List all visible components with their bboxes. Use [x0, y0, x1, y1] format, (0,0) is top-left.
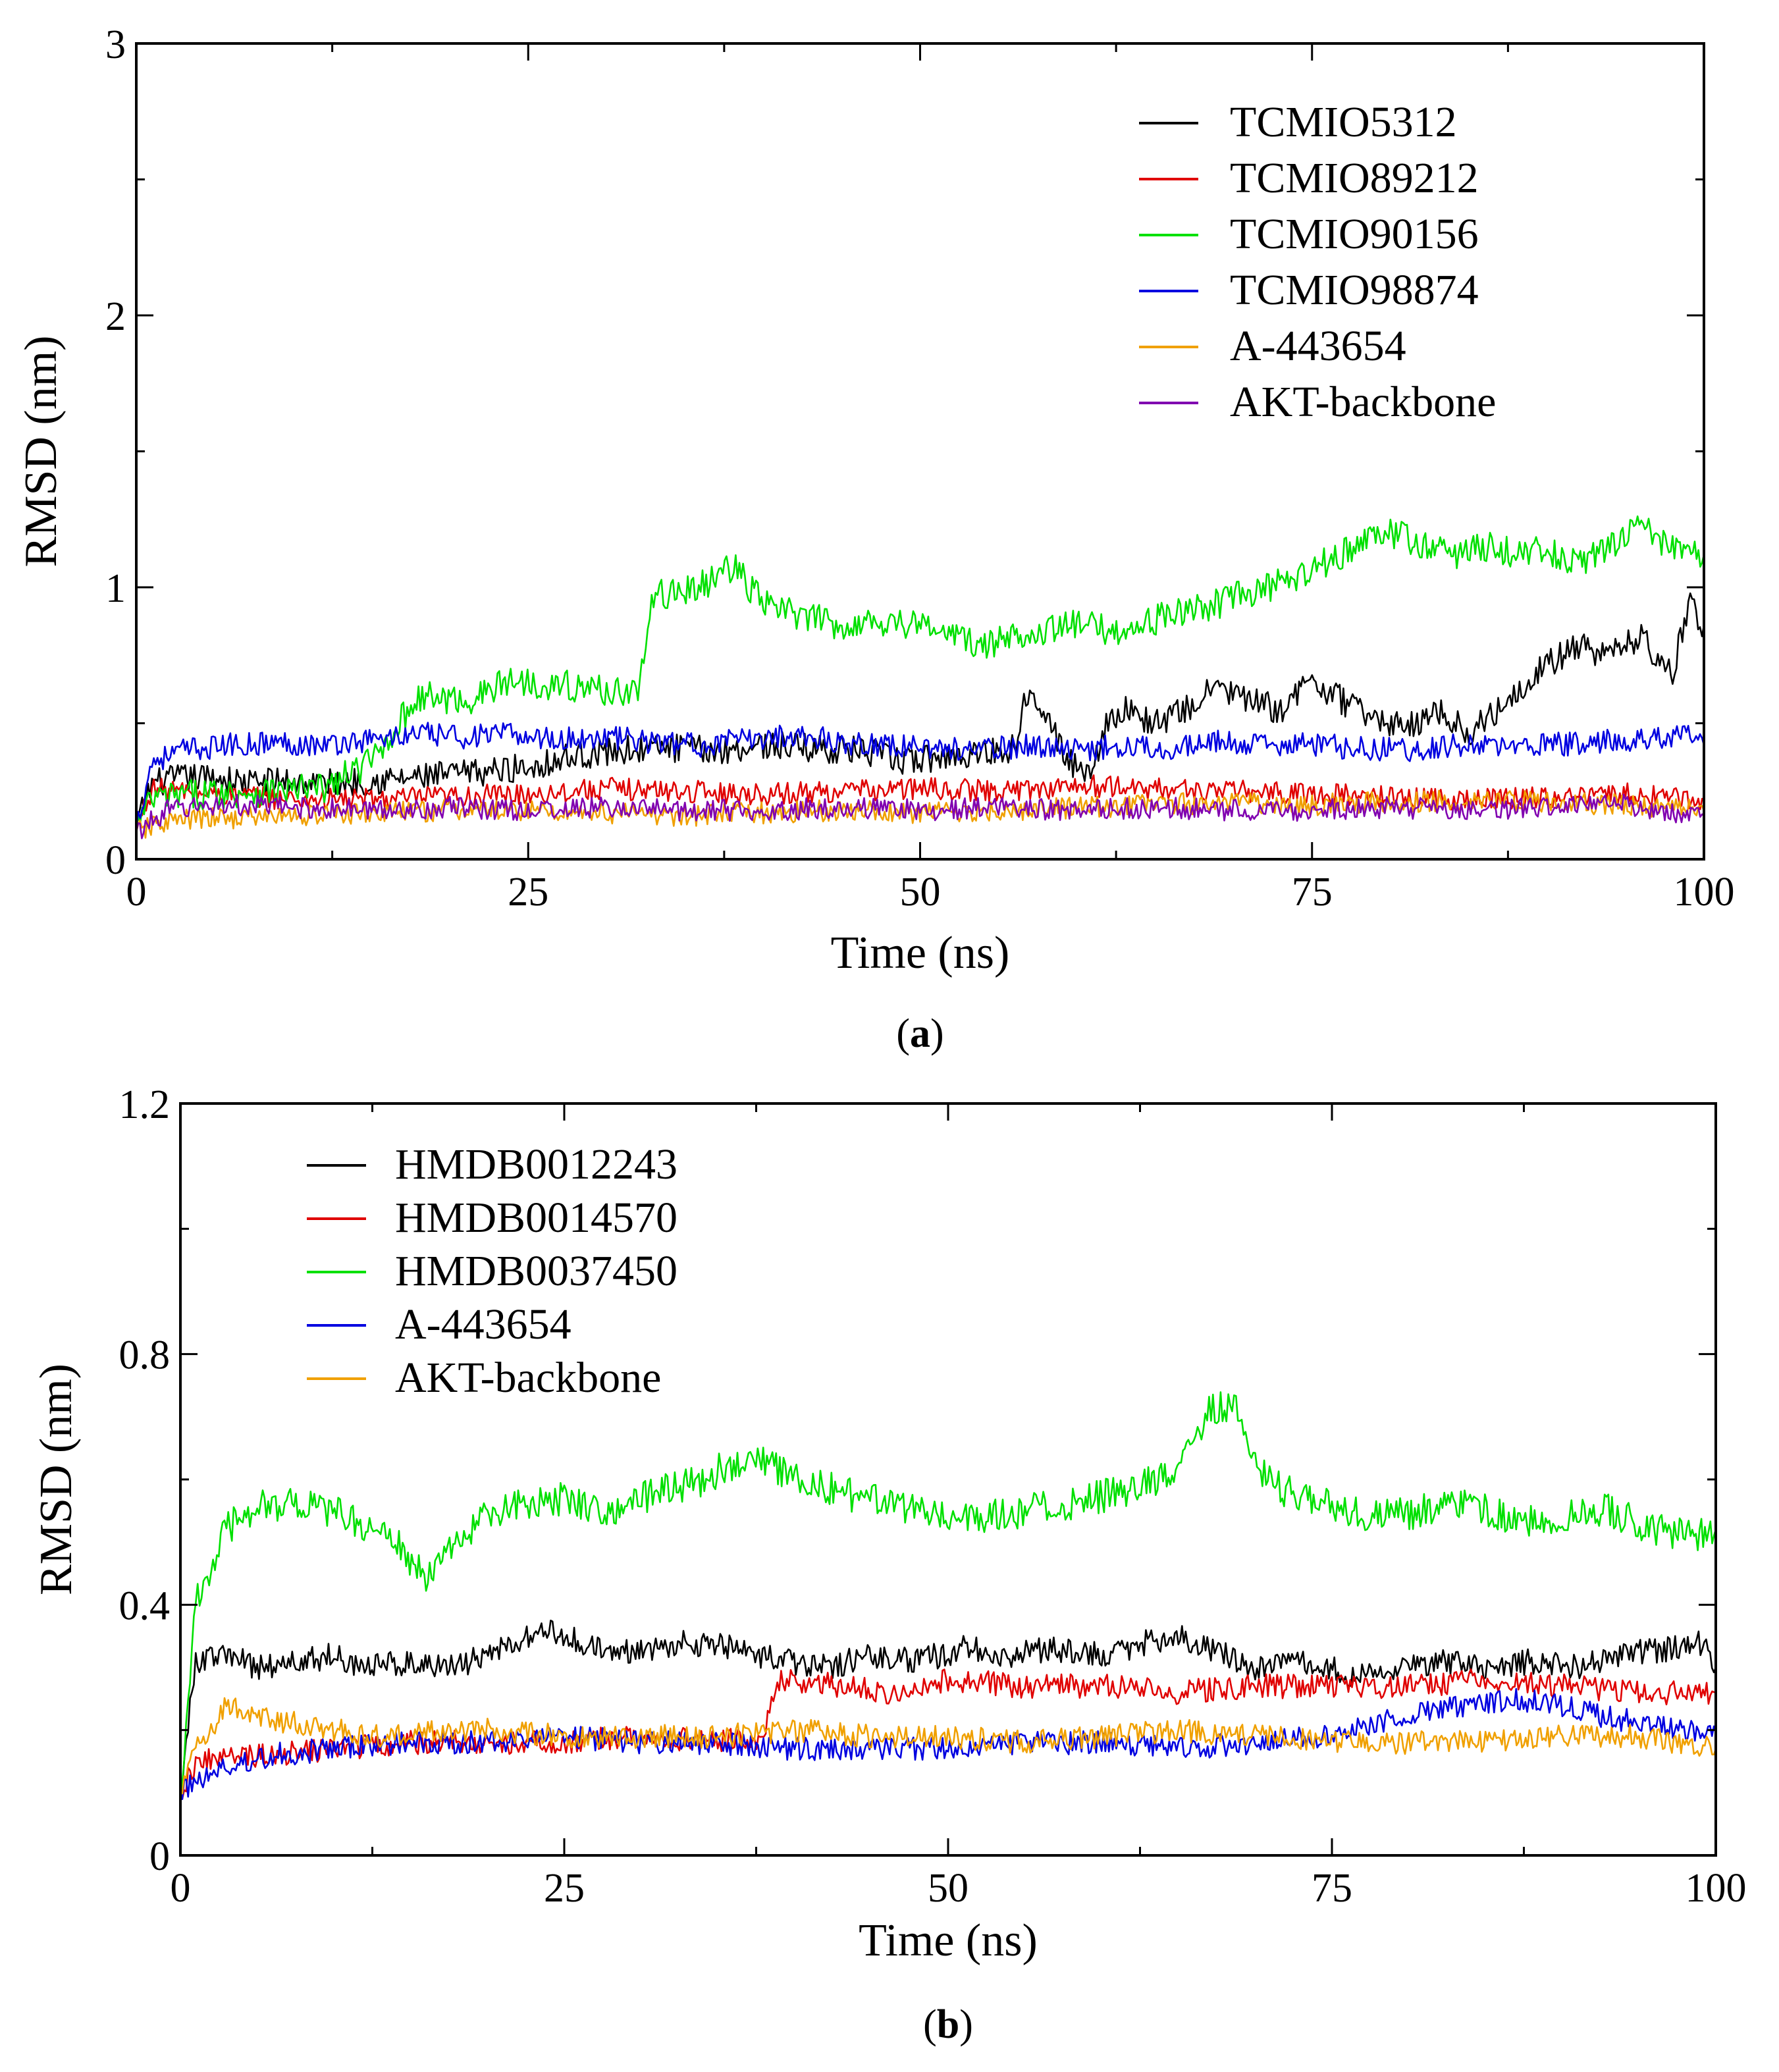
x-tick-label: 25: [544, 1866, 585, 1911]
legend-entry: TCMIO5312: [1230, 98, 1457, 146]
series-line-tcmio90156: [136, 515, 1704, 827]
chart-panel-a: 0 25 50 75 100 0 1 2 3 Time (ns) RMSD (nm) TCMIO531…: [16, 22, 1735, 1056]
legend-entry: HMDB0012243: [395, 1140, 677, 1188]
plot-area: [136, 515, 1704, 839]
legend: TCMIO5312 TCMIO89212 TCMIO90156 TCMIO98874 A…: [1139, 98, 1496, 426]
y-tick-label: 3: [105, 22, 126, 67]
chart-panel-b: 0 25 50 75 100 0 0.4 0.8 1.2 Time (ns) RMSD (nm) HM…: [31, 1082, 1747, 2047]
legend-entry: HMDB0037450: [395, 1247, 677, 1295]
y-axis-label: RMSD (nm): [16, 336, 66, 568]
series-line-tcmio5312: [136, 592, 1704, 827]
series-line-akt-backbone: [136, 793, 1704, 839]
series-line-akt-backbone: [180, 1697, 1716, 1795]
panel-caption: (a): [896, 1011, 943, 1056]
legend-entry: A-443654: [395, 1300, 571, 1348]
legend-entry: HMDB0014570: [395, 1194, 677, 1242]
x-tick-label: 0: [126, 870, 147, 915]
y-tick-label: 1.2: [119, 1082, 171, 1127]
legend-entry: TCMIO98874: [1230, 266, 1479, 314]
x-tick-label: 25: [508, 870, 548, 915]
y-tick-label: 0: [149, 1834, 170, 1879]
series-line-tcmio98874: [136, 722, 1704, 827]
plot-area: [180, 1391, 1716, 1800]
x-tick-label: 75: [1292, 870, 1333, 915]
caption-paren-open: (: [923, 2002, 937, 2047]
legend-entry: A-443654: [1230, 322, 1406, 370]
x-tick-label: 50: [900, 870, 941, 915]
y-tick-label: 0.8: [119, 1333, 171, 1378]
x-tick-label: 100: [1674, 870, 1735, 915]
legend-entry: TCMIO90156: [1230, 210, 1479, 258]
series-line-hmdb0037450: [180, 1391, 1716, 1793]
x-tick-label: 50: [928, 1866, 969, 1911]
series-line-a-443654: [180, 1687, 1716, 1800]
series-line-hmdb0014570: [180, 1668, 1716, 1800]
x-tick-label: 0: [171, 1866, 191, 1911]
y-tick-label: 2: [105, 294, 126, 339]
legend-entry: AKT-backbone: [395, 1354, 661, 1402]
legend-entry: TCMIO89212: [1230, 154, 1479, 202]
caption-label: a: [910, 1011, 930, 1056]
y-tick-label: 0: [105, 838, 126, 883]
panel-caption: (b): [923, 2002, 973, 2047]
x-axis-label: Time (ns): [831, 928, 1010, 978]
x-tick-label: 100: [1686, 1866, 1747, 1911]
x-tick-label: 75: [1312, 1866, 1352, 1911]
y-tick-label: 1: [105, 566, 126, 611]
y-tick-label: 0.4: [119, 1583, 171, 1628]
y-axis-label: RMSD (nm): [31, 1364, 82, 1595]
caption-paren-open: (: [896, 1011, 910, 1056]
x-axis-label: Time (ns): [859, 1915, 1038, 1966]
caption-paren-close: ): [959, 2002, 973, 2047]
series-line-hmdb0012243: [180, 1620, 1716, 1793]
caption-paren-close: ): [930, 1011, 944, 1056]
caption-label: b: [937, 2002, 959, 2047]
legend: HMDB0012243 HMDB0014570 HMDB0037450 A-44365…: [307, 1140, 677, 1402]
legend-entry: AKT-backbone: [1230, 378, 1496, 426]
